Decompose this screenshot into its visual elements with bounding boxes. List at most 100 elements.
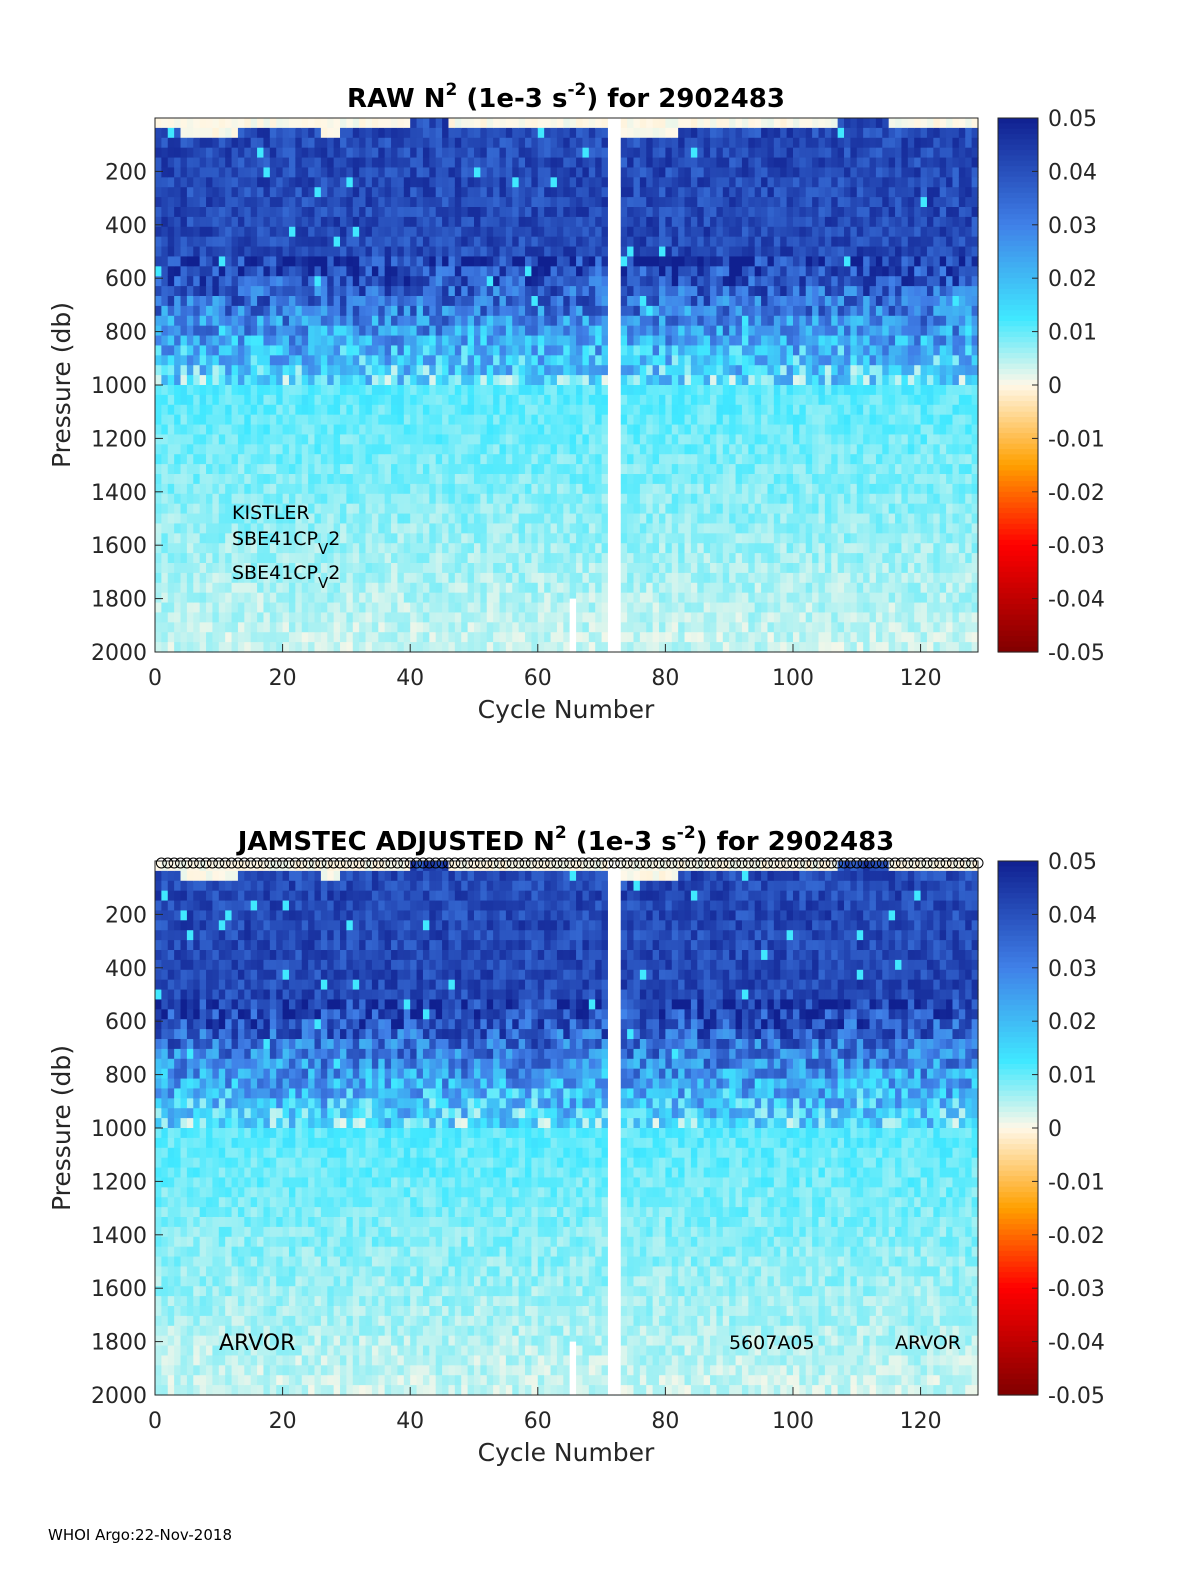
heatmap-cell xyxy=(391,394,399,406)
heatmap-cell xyxy=(346,137,354,149)
heatmap-cell xyxy=(231,236,239,248)
heatmap-cell xyxy=(710,592,718,604)
heatmap-cell xyxy=(703,157,711,169)
heatmap-cell xyxy=(206,216,214,228)
heatmap-cell xyxy=(314,523,322,534)
heatmap-cell xyxy=(231,563,239,574)
heatmap-cell xyxy=(231,266,239,277)
heatmap-cell xyxy=(212,207,220,218)
heatmap-cell xyxy=(442,454,450,465)
heatmap-cell xyxy=(486,424,494,436)
heatmap-cell xyxy=(231,642,239,653)
heatmap-cell xyxy=(442,533,450,544)
heatmap-cell xyxy=(391,434,399,445)
heatmap-cell xyxy=(569,345,577,356)
heatmap-cell xyxy=(155,355,162,366)
heatmap-cell xyxy=(563,325,571,337)
heatmap-cell xyxy=(646,523,654,534)
heatmap-cell xyxy=(556,127,564,139)
heatmap-cell xyxy=(391,493,399,505)
heatmap-cell xyxy=(652,543,660,554)
heatmap-cell xyxy=(429,592,437,604)
heatmap-cell xyxy=(499,305,507,317)
heatmap-cell xyxy=(288,118,296,129)
heatmap-cell xyxy=(493,572,501,584)
heatmap-cell xyxy=(359,286,367,297)
heatmap-cell xyxy=(537,256,545,267)
heatmap-cell xyxy=(710,553,718,564)
heatmap-cell xyxy=(403,236,411,248)
heatmap-cell xyxy=(282,622,290,633)
heatmap-cell xyxy=(639,483,647,495)
heatmap-cell xyxy=(174,483,182,495)
heatmap-cell xyxy=(697,197,705,208)
heatmap-cell xyxy=(429,335,437,347)
heatmap-cell xyxy=(340,365,347,376)
heatmap-cell xyxy=(480,572,488,584)
heatmap-cell xyxy=(518,434,526,445)
heatmap-cell xyxy=(563,127,571,139)
heatmap-cell xyxy=(193,375,201,386)
heatmap-cell xyxy=(671,503,679,515)
heatmap-cell xyxy=(225,553,233,564)
heatmap-cell xyxy=(403,157,411,169)
heatmap-cell xyxy=(186,622,194,633)
heatmap-cell xyxy=(588,157,596,169)
heatmap-cell xyxy=(582,286,590,297)
heatmap-cell xyxy=(244,533,252,544)
heatmap-cell xyxy=(174,612,182,623)
heatmap-cell xyxy=(659,207,666,218)
heatmap-cell xyxy=(180,385,188,396)
heatmap-cell xyxy=(186,127,194,139)
heatmap-cell xyxy=(588,414,596,426)
heatmap-cell xyxy=(454,404,462,416)
heatmap-cell xyxy=(327,177,335,188)
heatmap-cell xyxy=(186,335,194,347)
heatmap-cell xyxy=(352,226,360,238)
heatmap-cell xyxy=(391,523,399,534)
heatmap-cell xyxy=(678,137,686,149)
heatmap-cell xyxy=(563,207,571,218)
heatmap-cell xyxy=(473,256,481,267)
heatmap-cell xyxy=(231,434,239,445)
heatmap-cell xyxy=(697,375,705,386)
heatmap-cell xyxy=(710,226,718,238)
heatmap-cell xyxy=(493,296,501,307)
heatmap-cell xyxy=(282,503,290,515)
heatmap-cell xyxy=(391,444,399,455)
heatmap-cell xyxy=(537,246,545,258)
heatmap-cell xyxy=(556,483,564,495)
heatmap-cell xyxy=(167,197,175,208)
heatmap-cell xyxy=(550,513,558,525)
heatmap-cell xyxy=(665,127,673,139)
heatmap-cell xyxy=(422,394,430,406)
heatmap-cell xyxy=(365,355,373,366)
heatmap-cell xyxy=(212,305,220,317)
heatmap-cell xyxy=(690,226,698,238)
heatmap-cell xyxy=(710,464,718,475)
heatmap-cell xyxy=(518,474,526,485)
heatmap-cell xyxy=(588,434,596,445)
heatmap-cell xyxy=(218,256,226,267)
heatmap-cell xyxy=(448,177,456,188)
heatmap-cell xyxy=(308,553,316,564)
heatmap-cell xyxy=(206,632,214,643)
heatmap-cell xyxy=(671,454,679,465)
heatmap-cell xyxy=(627,513,635,525)
heatmap-cell xyxy=(378,543,386,554)
heatmap-cell xyxy=(601,424,609,436)
heatmap-cell xyxy=(659,483,666,495)
heatmap-cell xyxy=(352,296,360,307)
heatmap-cell xyxy=(155,632,162,643)
heatmap-cell xyxy=(250,207,258,218)
heatmap-cell xyxy=(174,127,182,139)
heatmap-cell xyxy=(193,207,201,218)
heatmap-cell xyxy=(384,197,392,208)
heatmap-cell xyxy=(665,345,673,356)
heatmap-cell xyxy=(480,157,488,169)
heatmap-cell xyxy=(467,642,475,653)
heatmap-cell xyxy=(422,197,430,208)
heatmap-cell xyxy=(263,127,271,139)
heatmap-cell xyxy=(588,296,596,307)
heatmap-cell xyxy=(703,345,711,356)
